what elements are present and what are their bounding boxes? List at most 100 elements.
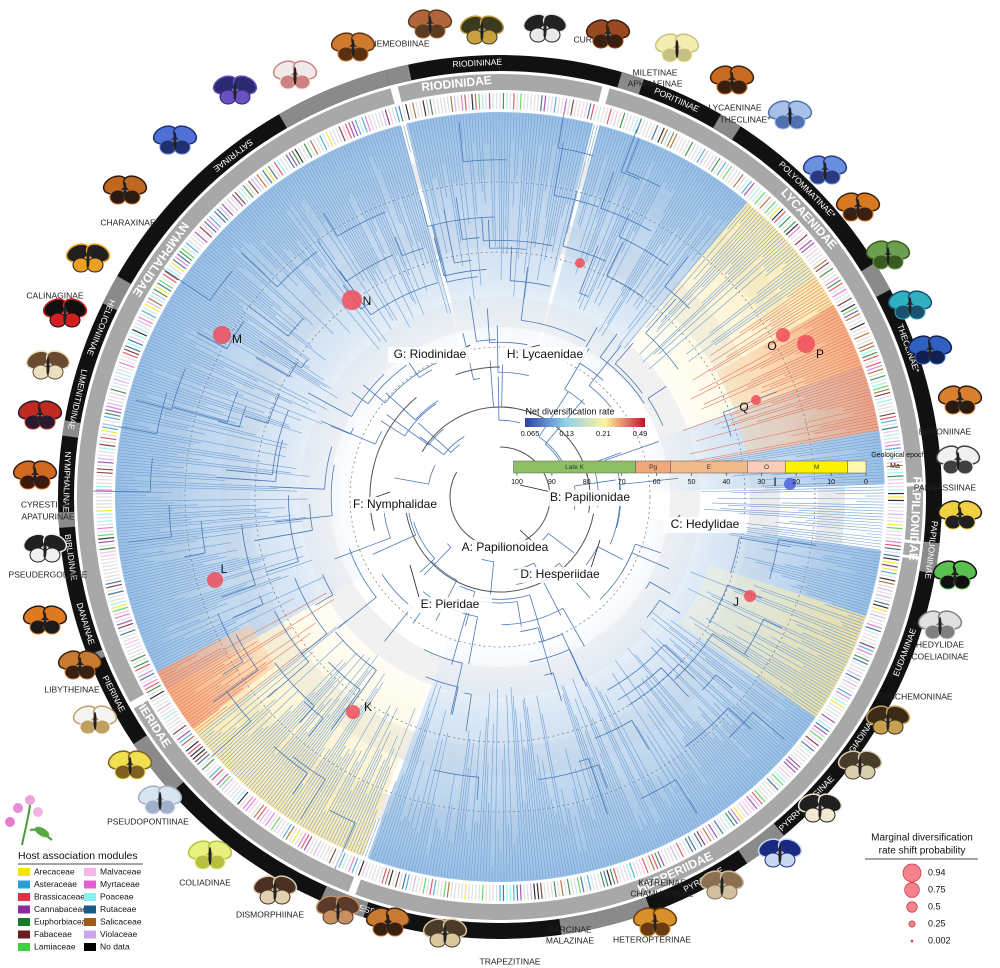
host-strip [377,111,384,128]
host-strip [204,761,217,773]
host-strip [408,103,414,120]
host-strip [754,191,766,205]
host-strip [158,704,174,715]
shift-circle [575,258,585,268]
branch [835,492,884,494]
branch [231,221,279,270]
host-strip [239,793,252,807]
branch [663,164,693,214]
family-ring [902,542,921,557]
rate-tick-label: 0.13 [559,429,574,438]
host-strip [248,800,259,814]
branch [402,827,414,869]
host-strip [96,478,113,481]
branch [419,804,435,873]
branch [387,821,402,865]
branch [359,810,378,855]
body [158,792,162,810]
host-legend-label: Euphorbiaceae [34,916,91,926]
branch [796,624,853,649]
host-strip [335,127,343,143]
branch [122,425,286,457]
host-strip [885,450,902,454]
host-strip [267,814,278,829]
branch [129,560,262,597]
host-strip [837,297,852,307]
body [958,392,962,410]
host-strip [264,812,276,827]
branch [492,113,496,247]
shift-legend-circle [902,863,922,883]
branch [202,730,215,741]
host-strip [675,136,684,152]
host-strip [885,540,902,544]
branch [687,588,846,666]
host-strip [882,563,898,568]
host-strip [146,684,161,694]
branch [825,332,848,344]
branch [693,210,756,280]
host-strip [99,547,116,551]
host-strip [109,596,126,603]
branch [521,319,586,342]
shift-circle [784,478,796,490]
host-strip [880,573,897,579]
branch [603,768,637,856]
host-strip [138,669,154,678]
host-strip [785,758,799,771]
branch [781,255,800,271]
branch [123,419,138,424]
host-strip [460,94,464,111]
host-strip [457,95,461,112]
time-tick-label: 60 [653,479,661,486]
branch [722,412,732,437]
host-strip [699,829,709,844]
branch [123,422,150,429]
host-strip [344,123,353,139]
branch [118,523,260,541]
branch [432,118,448,198]
host-strip [288,827,298,842]
family-ring [397,74,603,103]
branch [506,694,514,881]
host-strip [481,93,484,110]
host-strip [97,526,114,530]
branch [249,205,289,251]
host-strip [478,884,481,901]
host-strip [727,810,738,825]
branch [575,715,626,861]
branch [160,317,218,349]
branch [752,712,785,740]
host-strip [883,553,900,558]
body [208,847,212,865]
branch [312,810,326,833]
branch [220,734,249,761]
butterfly [330,32,376,62]
clade-label-bg [503,347,587,363]
host-strip [115,616,132,623]
host-strip [242,184,254,198]
host-strip [282,155,293,171]
branch [300,633,328,655]
host-strip [877,586,893,592]
host-strip [309,140,319,155]
host-strip [309,839,319,854]
host-strip [875,395,892,401]
branch [510,686,523,881]
branch [171,663,225,697]
epoch-label: O [764,464,769,471]
branch [339,754,383,847]
butterfly [422,918,468,948]
branch [633,154,674,233]
host-strip [270,163,281,178]
branch [620,128,638,172]
branch [721,382,867,429]
butterfly [632,907,678,937]
branch [126,557,240,585]
branch [804,362,861,384]
host-strip [846,316,862,325]
branch [380,420,405,437]
branch [764,308,835,349]
host-strip [351,857,359,874]
host-strip [101,560,118,565]
